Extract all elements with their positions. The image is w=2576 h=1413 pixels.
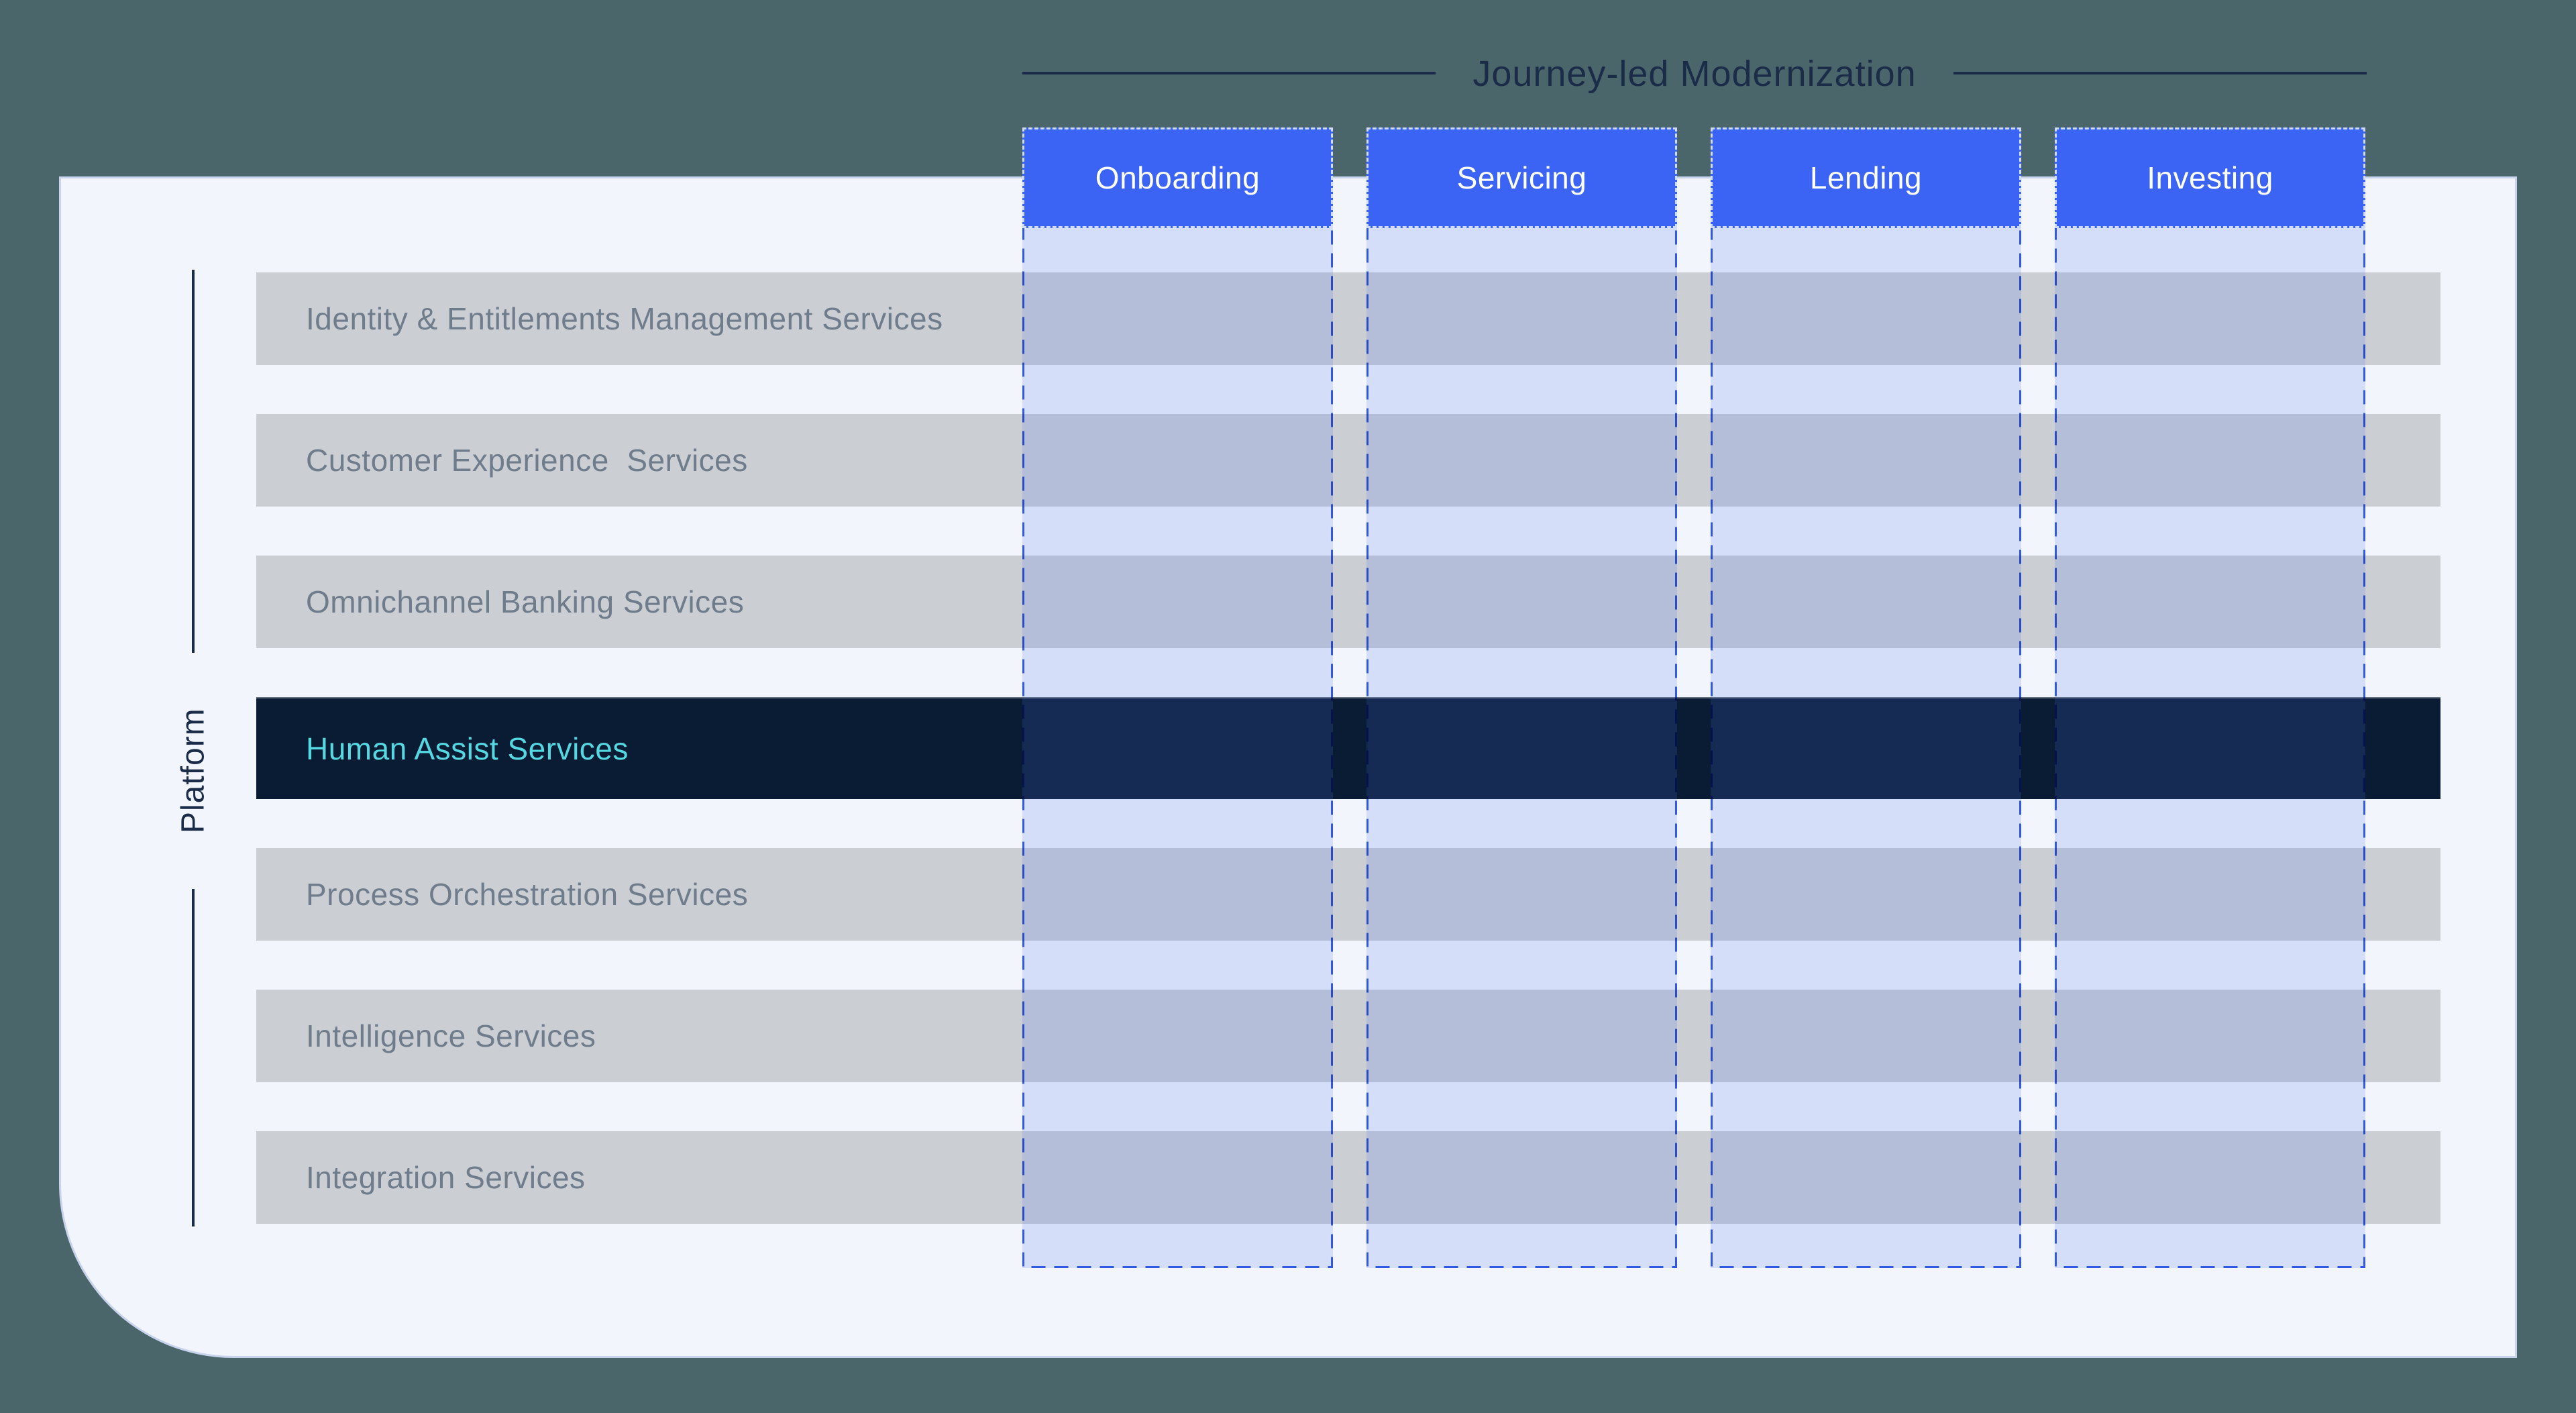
journey-header-label: Lending bbox=[1809, 160, 1923, 195]
journey-columns-fill-layer bbox=[1022, 127, 2365, 1268]
service-row-label: Integration Services bbox=[306, 1160, 586, 1195]
service-row-label: Human Assist Services bbox=[306, 731, 629, 766]
journey-header: Onboarding bbox=[1022, 127, 1333, 228]
platform-bracket-line-bottom bbox=[192, 889, 195, 1226]
journey-header: Investing bbox=[2055, 127, 2365, 228]
title-rule-left bbox=[1022, 72, 1436, 74]
journey-header: Lending bbox=[1711, 127, 2021, 228]
journey-column-fill bbox=[1711, 127, 2021, 1268]
journey-column-fill bbox=[1022, 127, 1333, 1268]
diagram-title: Journey-led Modernization bbox=[1472, 54, 1917, 94]
service-row-label: Customer Experience Services bbox=[306, 443, 748, 478]
journey-header-label: Investing bbox=[2147, 160, 2273, 195]
journey-column-fill bbox=[1366, 127, 1677, 1268]
platform-axis-label: Platform bbox=[175, 708, 211, 834]
journey-header-label: Servicing bbox=[1456, 160, 1587, 195]
journey-column-fill bbox=[2055, 127, 2365, 1268]
platform-bracket-line-top bbox=[192, 270, 195, 653]
title-rule-right bbox=[1953, 72, 2367, 74]
service-row-label: Intelligence Services bbox=[306, 1018, 596, 1053]
journey-headers: Onboarding Servicing Lending Investing bbox=[1022, 127, 2365, 228]
service-row-label: Identity & Entitlements Management Servi… bbox=[306, 301, 943, 336]
journey-header-label: Onboarding bbox=[1095, 160, 1260, 195]
service-row-label: Process Orchestration Services bbox=[306, 877, 749, 912]
service-row-label: Omnichannel Banking Services bbox=[306, 584, 745, 619]
journey-header: Servicing bbox=[1366, 127, 1677, 228]
